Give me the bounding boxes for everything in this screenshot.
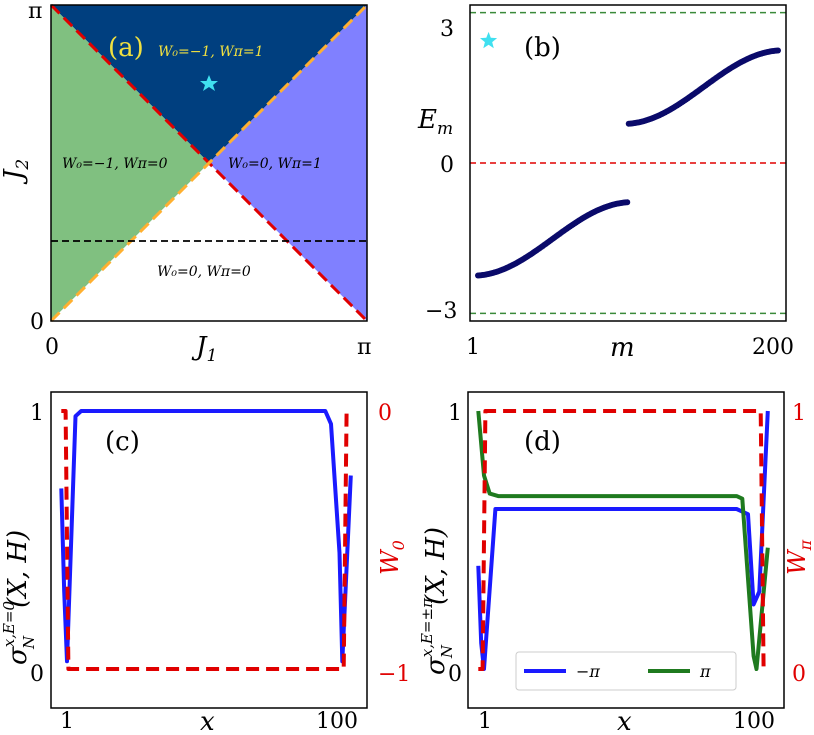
panel-b-background [470, 5, 786, 321]
panel-b-tag: (b) [524, 33, 561, 63]
y-tick-neg3: −3 [425, 299, 457, 324]
legend: −π π [515, 651, 737, 691]
series-line-sigma [59, 409, 353, 664]
left-y-tick-0: 0 [30, 662, 44, 687]
region-label-bottom: W₀=0, Wπ=0 [157, 264, 251, 280]
legend-label-neg-pi: −π [576, 662, 600, 681]
x-tick-200: 200 [752, 335, 794, 360]
panel-b: (b) 3 0 −3 1 200 m Em [417, 4, 794, 363]
panel-a: (a) W₀=−1, Wπ=1 W₀=−1, Wπ=0 W₀=0, Wπ=1 W… [0, 0, 371, 366]
right-y-axis-label: Wπ [783, 539, 814, 575]
x-tick-pi: π [357, 335, 371, 360]
x-axis-label: m [610, 333, 635, 363]
legend-label-pi: π [699, 662, 711, 681]
left-y-axis-label: σx,E=0 N(X, H) [0, 530, 38, 665]
right-y-tick-1: 1 [792, 401, 806, 426]
panel-d-frame [467, 391, 785, 709]
boundary-line-orange [49, 3, 369, 323]
x-axis-label: x [200, 707, 215, 735]
panel-c-frame [50, 391, 368, 709]
left-y-tick-0: 0 [448, 662, 462, 687]
panel-d: (d) 1 0 1 0 1 100 x σx,E=±π N(X, H) Wπ −π… [418, 391, 814, 735]
eigenvalue-point [775, 47, 781, 54]
y-axis-label: Em [417, 105, 453, 139]
right-y-tick-neg1: −1 [378, 662, 410, 687]
y-tick-3: 3 [440, 17, 454, 42]
panel-c-tag: (c) [105, 427, 140, 457]
panel-c-background [51, 392, 367, 708]
y-axis-label: J2 [0, 159, 33, 185]
right-y-tick-0: 0 [378, 401, 392, 426]
panel-a-frame [50, 4, 368, 322]
eigenvalue-point [624, 199, 631, 206]
series-line-pi [476, 410, 770, 671]
y-tick-pi: π [28, 0, 42, 24]
right-y-tick-0: 0 [792, 662, 806, 687]
right-y-axis-label: W0 [376, 540, 408, 575]
x-tick-1: 1 [466, 335, 480, 360]
x-tick-0: 0 [45, 335, 59, 360]
phase-region-bottom [51, 163, 367, 321]
x-tick-1: 1 [60, 709, 74, 734]
region-label-left: W₀=−1, Wπ=0 [62, 156, 168, 172]
y-tick-0: 0 [30, 310, 44, 335]
y-tick-0: 0 [440, 153, 454, 178]
star-marker-a [200, 75, 218, 91]
region-label-right: W₀=0, Wπ=1 [228, 156, 322, 172]
phase-region-right [209, 5, 367, 321]
region-label-top: W₀=−1, Wπ=1 [158, 44, 264, 60]
x-axis-label: x [617, 707, 632, 735]
series-line-w0 [61, 409, 351, 671]
panel-a-tag: (a) [108, 33, 144, 63]
x-axis-label: J1 [191, 332, 217, 366]
left-y-axis-label: σx,E=±π N(X, H) [418, 527, 456, 675]
star-marker-b [480, 31, 498, 49]
x-tick-1: 1 [478, 709, 492, 734]
series-line-wpi [478, 409, 768, 671]
x-tick-100: 100 [733, 709, 775, 734]
legend-box [515, 651, 737, 691]
panel-b-frame [469, 4, 787, 322]
panel-d-tag: (d) [524, 427, 561, 457]
panel-c: (c) 1 0 0 −1 1 100 x σx,E=0 N(X, H) W0 [0, 391, 410, 735]
left-y-tick-1: 1 [30, 401, 44, 426]
left-y-tick-1: 1 [448, 401, 462, 426]
phase-region-left [51, 5, 209, 321]
x-tick-100: 100 [316, 709, 358, 734]
